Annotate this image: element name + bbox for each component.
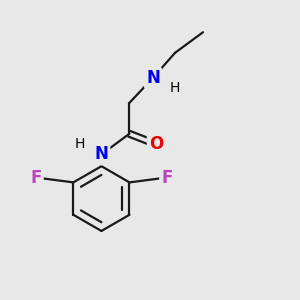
Text: F: F (161, 169, 172, 187)
Text: H: H (74, 137, 85, 151)
Text: N: N (146, 69, 160, 87)
Text: N: N (94, 146, 108, 164)
Text: O: O (149, 135, 163, 153)
Text: H: H (170, 81, 180, 95)
Text: F: F (30, 169, 42, 187)
